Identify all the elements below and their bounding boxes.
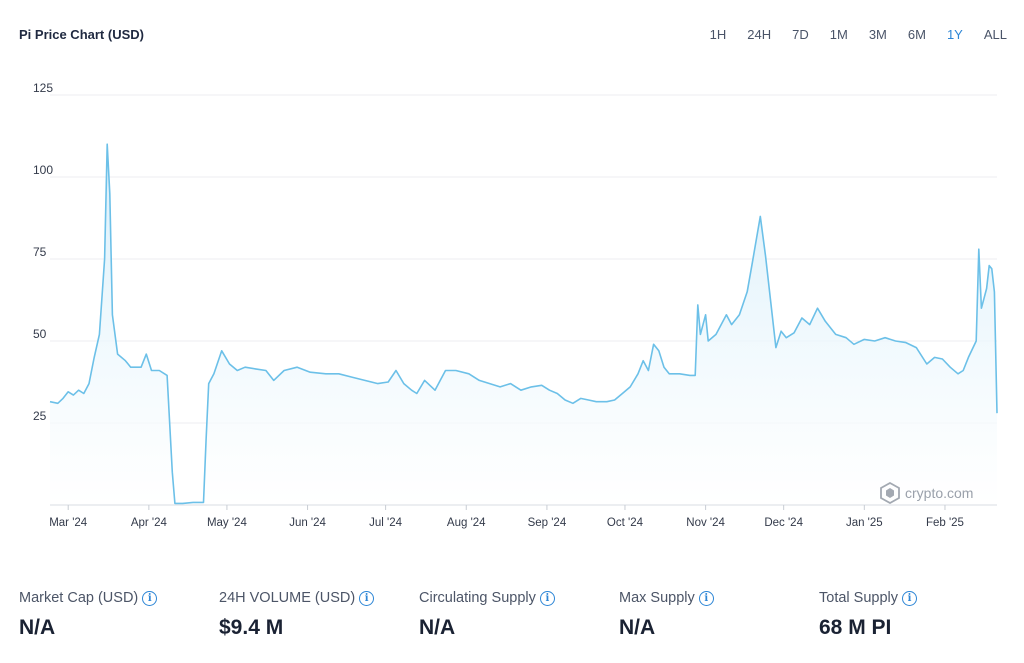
stat-total-supply: Total Supply i 68 M PI xyxy=(819,590,1019,640)
stat-max-supply: Max Supply i N/A xyxy=(619,590,819,640)
x-tick-label: Nov '24 xyxy=(686,517,725,529)
stat-label: 24H VOLUME (USD) xyxy=(219,590,356,606)
range-all-button[interactable]: ALL xyxy=(983,27,1007,42)
y-tick-label: 75 xyxy=(33,245,47,259)
range-1m-button[interactable]: 1M xyxy=(829,27,848,42)
stat-label: Total Supply xyxy=(819,590,898,606)
y-tick-label: 25 xyxy=(33,409,47,423)
range-1y-button[interactable]: 1Y xyxy=(946,27,963,42)
x-tick-label: Jun '24 xyxy=(289,517,326,529)
info-icon[interactable]: i xyxy=(539,590,555,606)
range-1h-button[interactable]: 1H xyxy=(709,27,727,42)
chart-title: Pi Price Chart (USD) xyxy=(19,27,144,42)
x-tick-label: Jul '24 xyxy=(369,517,402,529)
watermark-label: crypto.com xyxy=(905,485,974,501)
stat-market-cap: Market Cap (USD) i N/A xyxy=(19,590,219,640)
y-axis-ticks: 25 50 75 100 125 xyxy=(33,81,53,423)
x-tick-label: Jan '25 xyxy=(846,517,883,529)
y-tick-label: 100 xyxy=(33,163,53,177)
range-6m-button[interactable]: 6M xyxy=(907,27,926,42)
x-tick-label: Dec '24 xyxy=(764,517,803,529)
x-tick-label: Mar '24 xyxy=(49,517,88,529)
info-icon[interactable]: i xyxy=(359,590,375,606)
x-tick-label: Sep '24 xyxy=(528,517,567,529)
x-axis-ticks: Mar '24 Apr '24 May '24 Jun '24 Jul '24 Aug '… xyxy=(49,505,964,529)
stat-24h-volume: 24H VOLUME (USD) i $9.4 M xyxy=(219,590,419,640)
info-icon[interactable]: i xyxy=(698,590,714,606)
y-tick-label: 125 xyxy=(33,81,53,95)
range-7d-button[interactable]: 7D xyxy=(792,27,809,42)
y-tick-label: 50 xyxy=(33,327,47,341)
crypto-com-watermark: crypto.com xyxy=(880,482,973,504)
crypto-com-logo-icon xyxy=(880,482,900,504)
info-icon[interactable]: i xyxy=(142,590,158,606)
stats-row: Market Cap (USD) i N/A 24H VOLUME (USD) i … xyxy=(19,590,1019,640)
x-tick-label: Oct '24 xyxy=(607,517,644,529)
x-tick-label: Apr '24 xyxy=(131,517,168,529)
stat-label: Max Supply xyxy=(619,590,695,606)
stat-value: $9.4 M xyxy=(219,616,284,639)
stat-value: N/A xyxy=(619,616,656,639)
stat-label: Circulating Supply xyxy=(419,590,536,606)
stat-value: N/A xyxy=(19,616,56,639)
x-tick-label: May '24 xyxy=(207,517,248,529)
stat-value: 68 M PI xyxy=(819,616,892,639)
info-icon[interactable]: i xyxy=(902,590,917,606)
range-3m-button[interactable]: 3M xyxy=(868,27,887,42)
time-range-selector: 1H 24H 7D 1M 3M 6M 1Y ALL xyxy=(689,27,1007,42)
stat-circulating-supply: Circulating Supply i N/A xyxy=(419,590,619,640)
x-tick-label: Feb '25 xyxy=(926,517,964,529)
stat-value: N/A xyxy=(419,616,456,639)
price-line xyxy=(49,143,998,505)
stat-label: Market Cap (USD) xyxy=(19,590,139,606)
range-24h-button[interactable]: 24H xyxy=(747,27,772,42)
price-area xyxy=(50,144,997,505)
price-chart[interactable]: 25 50 75 100 125 Mar '24 Apr '24 May '24 Jun '2… xyxy=(0,0,1024,560)
x-tick-label: Aug '24 xyxy=(447,517,486,529)
